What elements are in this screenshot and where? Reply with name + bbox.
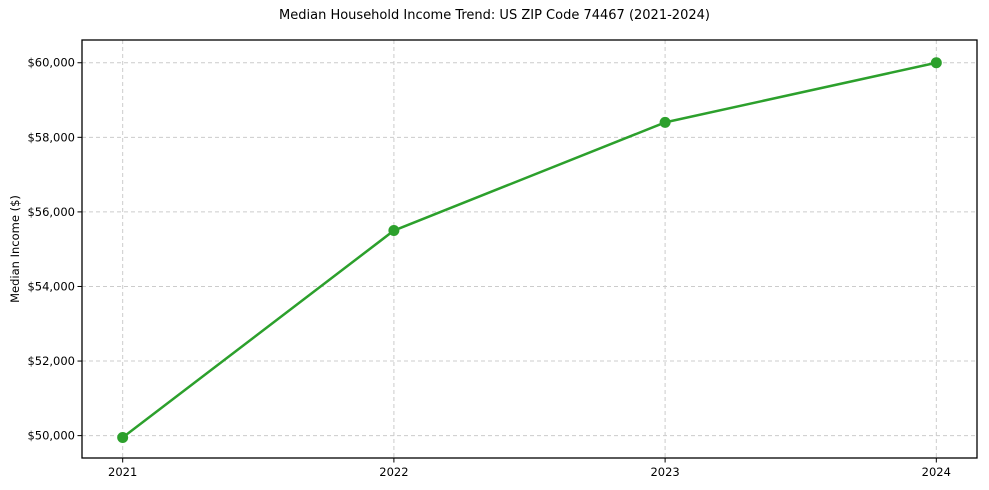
- chart-title: Median Household Income Trend: US ZIP Co…: [279, 8, 710, 23]
- data-point-2023: [659, 116, 671, 128]
- data-point-2021: [117, 431, 129, 443]
- x-tick-label: 2023: [650, 465, 679, 479]
- y-tick-label: $60,000: [27, 56, 75, 70]
- x-tick-label: 2024: [922, 465, 951, 479]
- y-tick-label: $54,000: [27, 279, 75, 293]
- data-point-2022: [388, 225, 400, 237]
- y-tick-label: $56,000: [27, 205, 75, 219]
- y-tick-label: $52,000: [27, 354, 75, 368]
- plot-border: [81, 39, 978, 459]
- income-trend-line: [121, 61, 938, 439]
- y-tick-label: $50,000: [27, 429, 75, 443]
- data-point-2024: [930, 57, 942, 69]
- x-tick-label: 2021: [108, 465, 137, 479]
- x-tick-label: 2022: [379, 465, 408, 479]
- y-tick-label: $58,000: [27, 130, 75, 144]
